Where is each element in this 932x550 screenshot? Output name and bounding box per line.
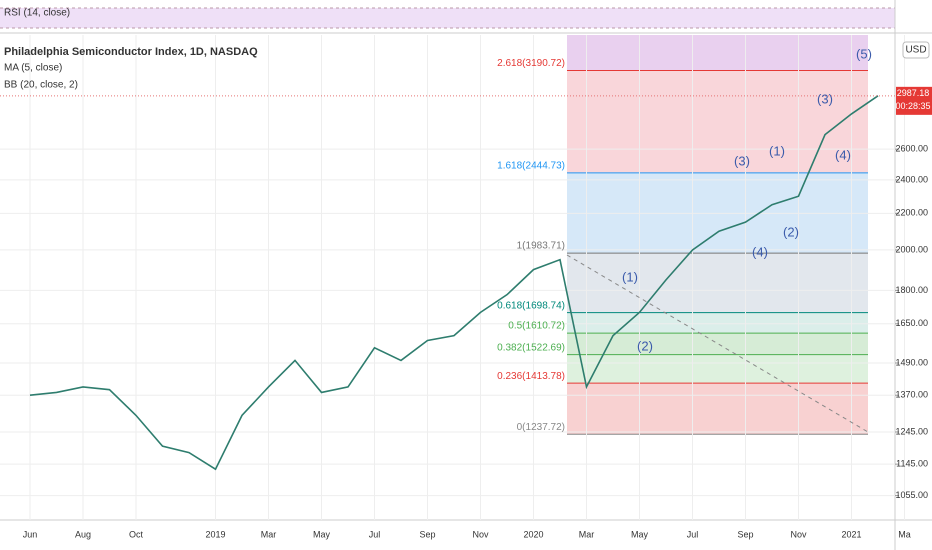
y-tick-label: 1245.00	[895, 426, 928, 436]
indicator-label: BB (20, close, 2)	[4, 80, 78, 91]
price-line	[29, 95, 879, 471]
fib-zone	[567, 312, 868, 334]
x-tick-label: 2021	[841, 529, 861, 539]
x-tick-label: Mar	[579, 529, 595, 539]
x-tick-label: Nov	[790, 529, 807, 539]
x-tick-label: Aug	[75, 529, 91, 539]
x-tick-label: Jul	[369, 529, 381, 539]
x-tick-label: Sep	[419, 529, 435, 539]
trend-line	[566, 254, 869, 433]
y-tick-label: 1490.00	[895, 357, 928, 367]
x-tick-label: 2019	[205, 529, 225, 539]
y-tick-label: 1145.00	[896, 459, 928, 469]
wave-label: (1)	[769, 143, 785, 158]
x-tick-label: May	[631, 529, 649, 539]
wave-label: (4)	[835, 147, 851, 162]
x-tick-label: Mar	[261, 529, 277, 539]
fib-label: 0.618(1698.74)	[497, 300, 565, 311]
fib-zone	[567, 35, 868, 71]
y-tick-label: 2600.00	[895, 144, 928, 154]
x-tick-label: Oct	[129, 529, 144, 539]
rsi-band	[0, 8, 895, 28]
fib-zone	[567, 253, 868, 313]
countdown: 00:28:35	[895, 101, 930, 111]
y-tick-label: 2200.00	[895, 208, 928, 218]
x-tick-label: Sep	[737, 529, 753, 539]
fib-label: 0.5(1610.72)	[508, 321, 565, 332]
wave-label: (2)	[783, 224, 799, 239]
fib-label: 1.618(2444.73)	[497, 160, 565, 171]
y-tick-label: 2000.00	[895, 244, 928, 254]
last-price-tag	[896, 86, 932, 115]
chart-title: Philadelphia Semiconductor Index, 1D, NA…	[4, 46, 258, 58]
fib-label: 0.236(1413.78)	[497, 371, 565, 382]
y-tick-label: 1370.00	[895, 390, 928, 400]
fib-zone	[567, 70, 868, 173]
wave-label: (3)	[734, 153, 750, 168]
y-tick-label: 1055.00	[895, 490, 928, 500]
fib-label: 1(1983.71)	[517, 241, 565, 252]
grid	[0, 35, 905, 520]
fib-zone	[567, 383, 868, 435]
series	[29, 95, 879, 471]
x-tick-label: Jun	[23, 529, 38, 539]
x-tick-label: Nov	[472, 529, 489, 539]
wave-label: (5)	[856, 46, 872, 61]
y-tick-label: 1800.00	[895, 285, 928, 295]
x-tick-label: May	[313, 529, 331, 539]
y-tick-label: 1650.00	[895, 318, 928, 328]
x-tick-label: Ma	[898, 529, 911, 539]
currency[interactable]: USD	[905, 45, 926, 56]
labels: 0(1237.72) 0.236(1413.78) 0.382(1522.69) 0.…	[0, 46, 932, 539]
wave-label: (3)	[817, 91, 833, 106]
fib-zone	[567, 354, 868, 384]
x-tick-label: 2020	[523, 529, 543, 539]
wave-label: (2)	[637, 338, 653, 353]
last-price: 2987.18	[897, 88, 930, 98]
indicator-label: MA (5, close)	[4, 63, 62, 74]
rsi-label: RSI (14, close)	[4, 8, 70, 19]
wave-label: (1)	[622, 269, 638, 284]
y-tick-label: 2400.00	[895, 174, 928, 184]
fib-label: 2.618(3190.72)	[497, 58, 565, 69]
fib-label: 0(1237.72)	[517, 422, 565, 433]
wave-label: (4)	[752, 244, 768, 259]
currency-button[interactable]	[902, 41, 930, 59]
fib-zone	[567, 333, 868, 355]
fib-label: 0.382(1522.69)	[497, 342, 565, 353]
x-tick-label: Jul	[687, 529, 699, 539]
